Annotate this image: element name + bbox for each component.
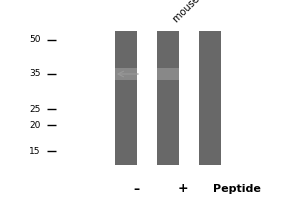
Text: –: – [134,182,140,196]
Bar [157,68,179,79]
Text: Peptide: Peptide [213,184,261,194]
Text: mouse brain: mouse brain [171,0,222,24]
Text: 35: 35 [29,70,40,78]
Text: 25: 25 [29,104,40,114]
Text: +: + [178,182,188,196]
Text: 15: 15 [29,146,40,156]
Bar [157,31,179,165]
Bar [115,68,137,79]
Text: 50: 50 [29,36,40,45]
Text: 20: 20 [29,120,40,130]
Bar [115,31,137,165]
Bar [199,31,221,165]
